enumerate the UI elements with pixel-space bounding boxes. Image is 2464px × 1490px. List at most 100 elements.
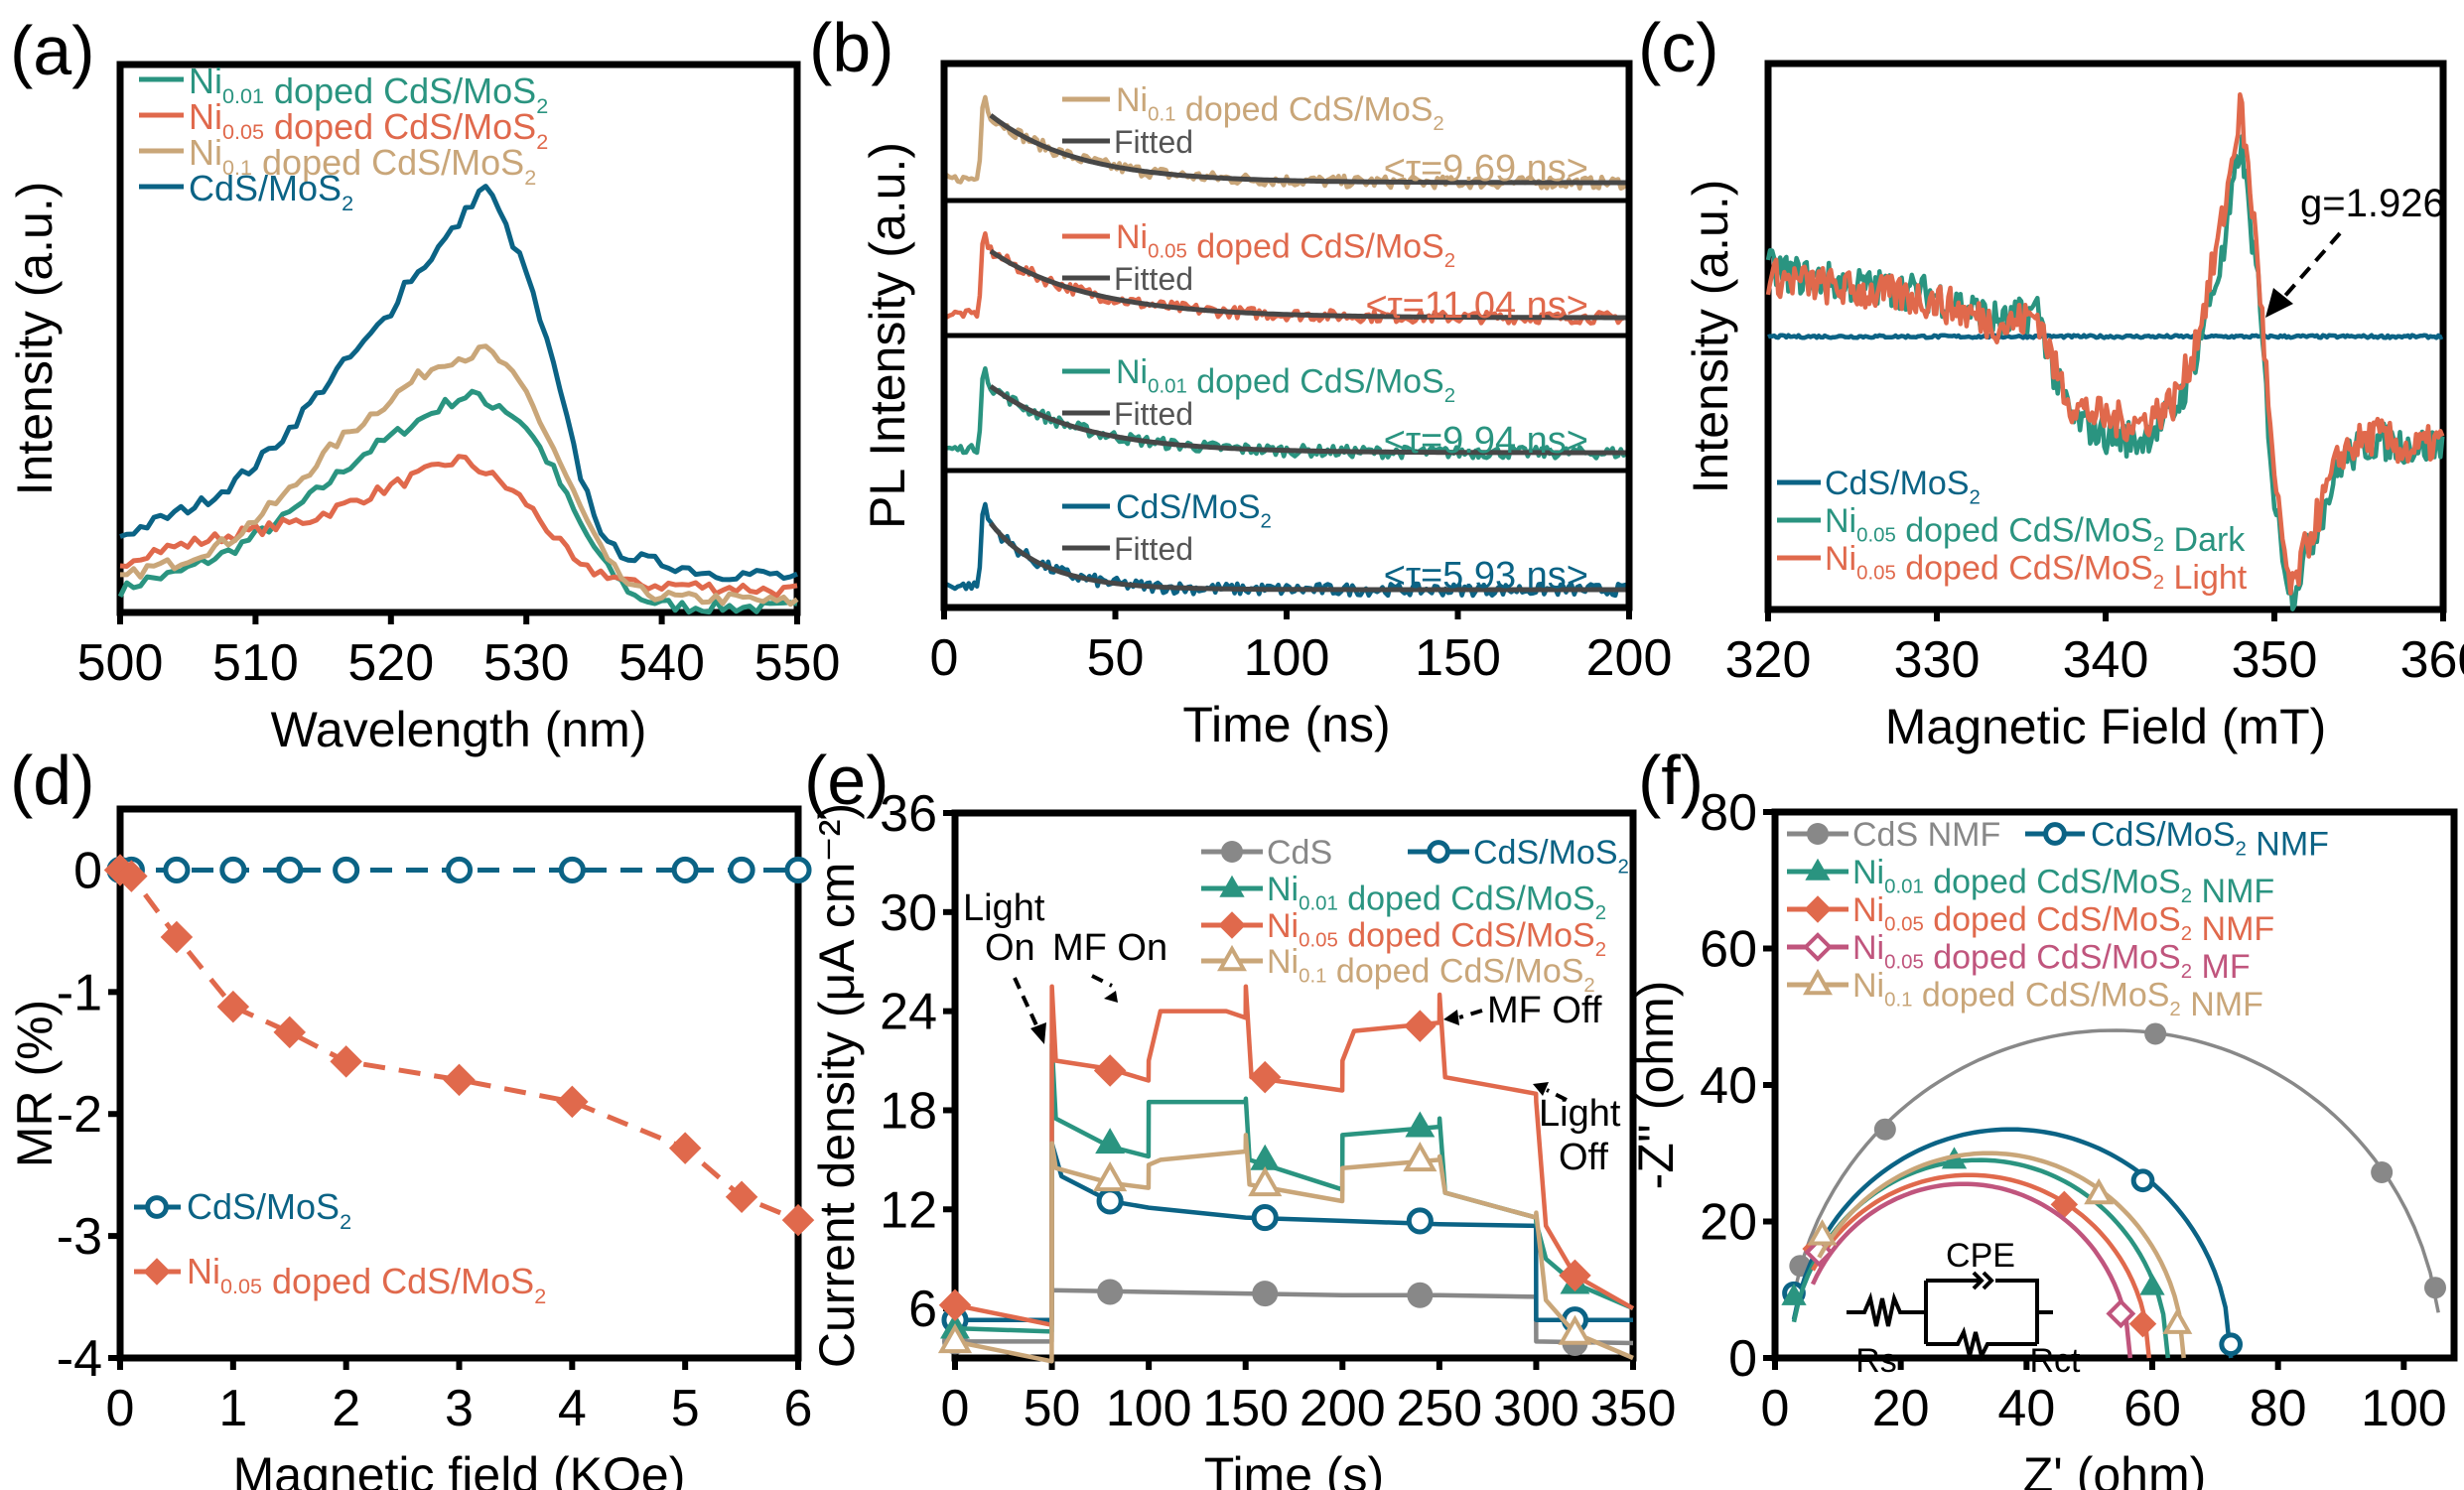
label-part: 0.05 [1148, 241, 1187, 263]
data-point [273, 1016, 306, 1049]
x-tick-label: 510 [212, 634, 299, 692]
cpe-label: CPE [1946, 1237, 2015, 1275]
series-line-2 [1765, 91, 2445, 596]
label-part: 0.01 [222, 83, 264, 108]
data-point [2162, 1307, 2193, 1334]
legend-marker [1804, 895, 1832, 923]
data-point [2144, 1022, 2167, 1045]
label-part: doped CdS/MoS [1338, 880, 1595, 918]
data-point [2130, 1168, 2155, 1193]
label-part: 2 [534, 1284, 546, 1308]
label-part: 0.05 [1884, 914, 1924, 936]
legend-label: Ni0.05 doped CdS/MoS2 NMF [1852, 891, 2274, 948]
x-tick-label: 150 [1415, 629, 1501, 687]
legend-label: Ni0.01 doped CdS/MoS2 [1116, 353, 1455, 407]
fit-line-3 [988, 521, 1627, 593]
data-point [556, 1085, 589, 1119]
x-tick-label: 300 [1493, 1380, 1579, 1437]
annotation-light-off: Light [1539, 1093, 1621, 1135]
annotation-mf-off: MF Off [1487, 990, 1602, 1031]
y-tick-label: 0 [73, 842, 102, 899]
data-point [1405, 1111, 1436, 1138]
label-part: doped CdS/MoS [1187, 228, 1444, 266]
data-point [1404, 1010, 1437, 1042]
data-point [160, 920, 194, 954]
x-tick-label: 540 [618, 634, 705, 692]
label-part: Ni [1852, 967, 1884, 1005]
series-line-3 [119, 184, 798, 583]
label-part: 2 [1595, 939, 1606, 961]
y-tick-label: -4 [57, 1330, 102, 1388]
x-tick-label: 330 [1894, 631, 1981, 689]
label-part: 2 [1444, 250, 1455, 272]
x-axis-label: Wavelength (nm) [271, 702, 647, 757]
x-tick-label: 100 [2361, 1380, 2447, 1437]
annotation-arrow-line [1013, 977, 1039, 1028]
label-part: 0.05 [1856, 563, 1896, 585]
fit-line-1 [989, 248, 1627, 321]
x-tick-label: 520 [347, 634, 434, 692]
series-arc-3 [1811, 1172, 2152, 1359]
label-part: 0.01 [1299, 893, 1338, 915]
x-axis-label: Time (ns) [1182, 697, 1390, 752]
x-axis-label: Z' (ohm) [2023, 1447, 2207, 1490]
panel-label: (c) [1638, 9, 1719, 86]
annotation-arrowhead [1030, 1022, 1046, 1044]
x-tick-label: 0 [930, 629, 959, 687]
label-part: doped CdS/MoS [1338, 917, 1595, 955]
x-tick-label: 6 [784, 1380, 813, 1437]
x-tick-label: 50 [1087, 629, 1145, 687]
data-point [2050, 1190, 2079, 1219]
legend-marker [1805, 858, 1831, 880]
label-part: doped CdS/MoS [1924, 939, 2181, 977]
label-part: CdS/MoS [1116, 488, 1261, 526]
label-part: NMF [2181, 986, 2263, 1023]
lifetime-annotation: <τ=9.69 ns> [1384, 148, 1588, 190]
label-part: Light [2164, 559, 2248, 597]
legend-label: Ni0.05 doped CdS/MoS2 Dark [1825, 502, 2246, 559]
series-line-2 [120, 343, 799, 608]
data-point [1406, 1207, 1434, 1235]
x-tick-label: 530 [483, 634, 570, 692]
panel-e: 0 50 100 150 200 250 300 350 6 12 18 24 30 36 Time (s)… [804, 742, 1676, 1490]
label-part: doped CdS/MoS [262, 1261, 534, 1301]
panel-label: (f) [1638, 742, 1704, 819]
data-point [668, 1132, 702, 1164]
legend-marker [1803, 968, 1833, 996]
series-line-0 [117, 388, 798, 615]
x-tick-label: 150 [1202, 1380, 1289, 1437]
data-point [1095, 1128, 1126, 1154]
label-part: Ni [1116, 218, 1148, 256]
x-tick-label: 350 [2232, 631, 2318, 689]
legend-marker [143, 1258, 171, 1286]
label-part: 0.01 [1148, 376, 1187, 398]
y-tick-label: 12 [880, 1181, 937, 1239]
y-tick-label: 24 [880, 984, 937, 1041]
annotation-arrow-line [1458, 1009, 1483, 1019]
label-part: doped CdS/MoS [264, 106, 536, 147]
y-axis-label: -Z'' (ohm) [1628, 981, 1684, 1190]
fit-label: Fitted [1114, 531, 1193, 567]
label-part: 2 [536, 129, 548, 154]
y-tick-label: 30 [880, 884, 937, 942]
y-tick-label: -2 [57, 1086, 102, 1144]
label-part: 2 [1595, 902, 1606, 924]
data-point [1781, 1283, 1807, 1305]
x-tick-label: 40 [1997, 1380, 2055, 1437]
y-tick-label: 18 [880, 1082, 937, 1140]
data-point [558, 856, 586, 883]
x-tick-label: 60 [2123, 1380, 2181, 1437]
data-point [671, 856, 699, 883]
fit-label: Fitted [1114, 261, 1193, 297]
x-tick-label: 0 [941, 1380, 970, 1437]
legend-marker [2043, 822, 2067, 846]
resistor-rct [1926, 1326, 2037, 1362]
label-part: 0.05 [1856, 525, 1896, 547]
data-point [2128, 1309, 2157, 1338]
lifetime-annotation: <τ=11.04 ns> [1365, 285, 1588, 327]
data-point [219, 856, 247, 883]
annotation-arrow-line [1091, 974, 1113, 988]
data-point [784, 856, 812, 883]
label-part: Ni [189, 96, 222, 137]
label-part: Ni [1267, 943, 1299, 981]
